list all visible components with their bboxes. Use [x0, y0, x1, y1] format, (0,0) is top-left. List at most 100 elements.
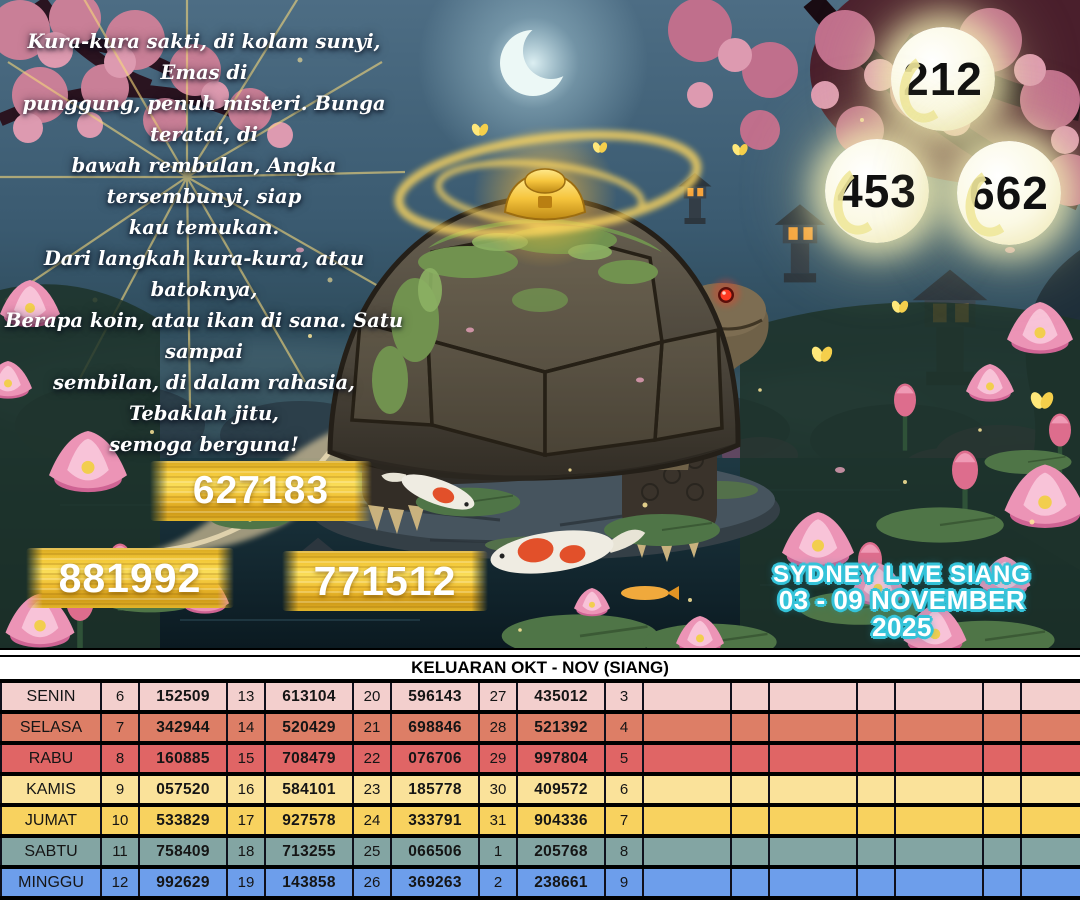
result-cell [1020, 683, 1080, 714]
date-cell [982, 712, 1022, 745]
table-row: SABTU 11 758409 18 713255 25 066506 1 205768 8 [0, 836, 1080, 869]
date-cell [982, 836, 1022, 869]
result-cell: 238661 [516, 867, 606, 900]
poem-line: Dari langkah kura-kura, atau batoknya, [43, 247, 365, 301]
poem-line: sembilan, di dalam rahasia, Tebaklah jit… [53, 371, 355, 425]
banner-number-text: 881992 [58, 554, 202, 601]
result-cell [894, 774, 984, 807]
result-cell: 369263 [390, 867, 480, 900]
result-cell: 435012 [516, 683, 606, 714]
result-cell: 904336 [516, 805, 606, 838]
date-cell [982, 805, 1022, 838]
date-cell [856, 683, 896, 714]
day-cell: JUMAT [0, 805, 102, 838]
date-cell: 10 [100, 805, 140, 838]
date-cell: 23 [352, 774, 392, 807]
result-cell [894, 712, 984, 745]
date-cell: 12 [100, 867, 140, 900]
results-table-section: KELUARAN OKT - NOV (SIANG) SENIN 6 152509 1… [0, 648, 1080, 900]
result-cell [642, 867, 732, 900]
date-cell: 28 [478, 712, 518, 745]
result-cell: 596143 [390, 683, 480, 714]
date-cell: 21 [352, 712, 392, 745]
date-cell: 3 [604, 683, 644, 714]
prediction-number: 212 [903, 53, 983, 105]
date-cell: 6 [604, 774, 644, 807]
day-cell: RABU [0, 743, 102, 776]
result-cell [894, 743, 984, 776]
date-cell: 9 [604, 867, 644, 900]
result-cell: 520429 [264, 712, 354, 745]
day-cell: SELASA [0, 712, 102, 745]
result-cell: 758409 [138, 836, 228, 869]
result-cell [642, 774, 732, 807]
result-cell: 152509 [138, 683, 228, 714]
result-cell: 185778 [390, 774, 480, 807]
poem-text: Kura-kura sakti, di kolam sunyi, Emas di… [4, 26, 404, 460]
date-cell [856, 836, 896, 869]
result-cell: 997804 [516, 743, 606, 776]
result-cell: 076706 [390, 743, 480, 776]
date-cell: 25 [352, 836, 392, 869]
result-cell [768, 836, 858, 869]
date-cell: 30 [478, 774, 518, 807]
date-cell [856, 743, 896, 776]
table-row: MINGGU 12 992629 19 143858 26 369263 2 238661 9 [0, 867, 1080, 900]
result-cell: 342944 [138, 712, 228, 745]
result-cell [768, 743, 858, 776]
artwork-scene: Kura-kura sakti, di kolam sunyi, Emas di… [0, 0, 1080, 648]
result-cell: 057520 [138, 774, 228, 807]
date-cell [982, 683, 1022, 714]
date-cell: 19 [226, 867, 266, 900]
date-cell [982, 774, 1022, 807]
date-cell: 11 [100, 836, 140, 869]
result-cell [1020, 743, 1080, 776]
result-cell [768, 712, 858, 745]
market-title: SYDNEY LIVE SIANG 03 - 09 NOVEMBER 2025 [752, 562, 1052, 642]
prediction-circle-1: 212 [891, 27, 995, 131]
result-cell [642, 683, 732, 714]
date-cell [982, 743, 1022, 776]
koi-fish-icon [381, 472, 679, 600]
prediction-circle-2: 453 [825, 139, 929, 243]
date-cell: 13 [226, 683, 266, 714]
market-title-line2: 03 - 09 NOVEMBER 2025 [778, 585, 1026, 642]
date-cell: 8 [100, 743, 140, 776]
result-cell: 066506 [390, 836, 480, 869]
date-cell [982, 867, 1022, 900]
result-cell [1020, 867, 1080, 900]
result-cell [768, 683, 858, 714]
date-cell [730, 774, 770, 807]
table-title: KELUARAN OKT - NOV (SIANG) [0, 655, 1080, 683]
prediction-number: 453 [837, 165, 917, 217]
result-cell: 409572 [516, 774, 606, 807]
date-cell: 27 [478, 683, 518, 714]
date-cell: 20 [352, 683, 392, 714]
results-table: SENIN 6 152509 13 613104 20 596143 27 435012 3 SEL… [0, 683, 1080, 900]
result-cell: 205768 [516, 836, 606, 869]
table-row: SENIN 6 152509 13 613104 20 596143 27 435012 3 [0, 683, 1080, 714]
poem-line: semoga berguna! [109, 433, 299, 456]
date-cell: 26 [352, 867, 392, 900]
date-cell [730, 712, 770, 745]
result-cell [1020, 774, 1080, 807]
date-cell: 16 [226, 774, 266, 807]
banner-number-2: 881992 [26, 548, 234, 608]
cherry-blossom-left [0, 0, 293, 148]
table-row: RABU 8 160885 15 708479 22 076706 29 997804 5 [0, 743, 1080, 776]
divider-line [0, 648, 1080, 650]
result-cell [1020, 836, 1080, 869]
date-cell: 1 [478, 836, 518, 869]
banner-number-text: 627183 [192, 469, 330, 512]
result-cell [894, 683, 984, 714]
results-table-body: SENIN 6 152509 13 613104 20 596143 27 435012 3 SEL… [0, 683, 1080, 900]
result-cell: 708479 [264, 743, 354, 776]
falling-petals [296, 247, 1015, 473]
result-cell [894, 867, 984, 900]
result-cell [894, 836, 984, 869]
result-cell: 160885 [138, 743, 228, 776]
date-cell [730, 805, 770, 838]
result-cell: 143858 [264, 867, 354, 900]
divider-gap [0, 650, 1080, 655]
